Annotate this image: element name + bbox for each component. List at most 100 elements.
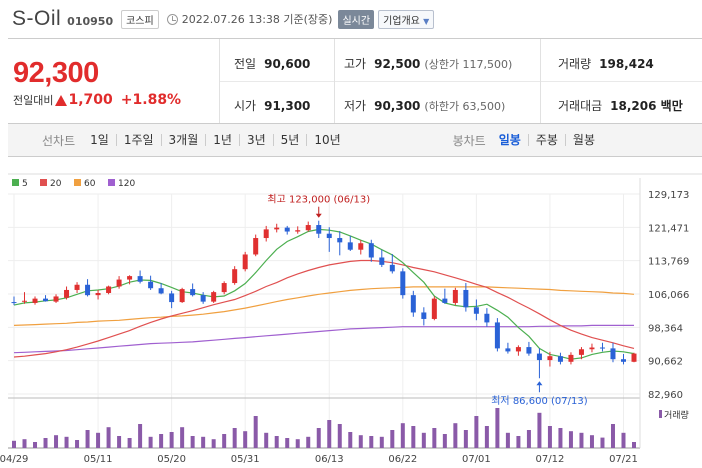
candle-body [494, 322, 500, 349]
current-price-box: 92,300 전일대비 1,700 +1.88% [8, 39, 220, 123]
volume-bar [600, 437, 605, 448]
open-value: 91,300 [264, 99, 311, 113]
candle-body [221, 283, 227, 293]
volume-bar [358, 435, 363, 448]
low-annotation: 최저 86,600 (07/13) [491, 395, 587, 407]
volume-bar [75, 440, 80, 448]
low-annotation-arrowhead [536, 381, 543, 386]
period-1y[interactable]: 1년 [205, 134, 239, 146]
candle-body [463, 289, 469, 308]
y-tick-label: 98,364 [648, 323, 683, 334]
up-triangle-icon [55, 94, 68, 106]
high-annotation: 최고 123,000 (06/13) [267, 194, 370, 206]
volume-bar [232, 428, 237, 448]
timestamp: 2022.07.26 13:38 기준(장중) [181, 13, 333, 26]
x-tick-label: 04/29 [0, 454, 28, 465]
volume-bar [96, 432, 101, 448]
legend-swatch [12, 179, 19, 186]
volume-bar [127, 438, 132, 448]
candle-body [232, 269, 238, 284]
candle-monthly[interactable]: 월봉 [564, 134, 602, 146]
period-5y[interactable]: 5년 [272, 134, 307, 146]
stock-chart[interactable]: 5 20 60 120 129,173 121,471 113,769 106,066 98,3… [0, 168, 702, 468]
volume-bar [547, 426, 552, 448]
clock-icon [166, 13, 178, 25]
candle-body [43, 298, 49, 302]
period-10y[interactable]: 10년 [306, 134, 347, 146]
candle-body [484, 313, 490, 323]
period-selector: 선차트 1일 1주일 3개월 1년 3년 5년 10년 봉차트 일봉 주봉 월봉 [8, 124, 702, 157]
x-tick-label: 06/13 [315, 454, 344, 465]
y-tick-label: 106,066 [648, 290, 689, 301]
period-1d[interactable]: 1일 [90, 133, 109, 147]
volume-bar [264, 432, 269, 448]
candle-weekly[interactable]: 주봉 [527, 134, 565, 146]
x-tick-label: 07/01 [462, 454, 491, 465]
x-tick-label: 07/21 [609, 454, 638, 465]
volume-legend-swatch [659, 410, 662, 418]
volume-bar [22, 439, 27, 448]
candle-body [95, 292, 101, 296]
legend-label: 60 [84, 179, 96, 189]
candle-body [190, 289, 196, 296]
volume-bar [138, 424, 143, 448]
candle-daily[interactable]: 일봉 [498, 133, 521, 147]
upper-limit: (상한가 117,500) [424, 58, 513, 71]
candle-body [410, 295, 416, 313]
volume-bar [169, 432, 174, 448]
candle-body [22, 300, 28, 302]
high-label: 고가 [344, 57, 367, 71]
candle-body [305, 225, 311, 231]
candle-body [106, 286, 112, 293]
volume-bar [159, 434, 164, 448]
candle-body [505, 348, 511, 352]
candle-body [274, 227, 280, 230]
candle-body [169, 293, 175, 303]
volume-bar [390, 430, 395, 448]
volume-bar [201, 436, 206, 448]
volume-bar [474, 416, 479, 448]
volume-bar [589, 435, 594, 448]
volume-bar [579, 432, 584, 448]
volume-bar [537, 412, 542, 448]
candle-body [536, 353, 542, 361]
low-label: 저가 [344, 99, 367, 113]
candle-body [620, 359, 626, 362]
volume-bar [484, 426, 489, 448]
legend-swatch [108, 179, 115, 186]
candle-body [11, 302, 17, 304]
realtime-button[interactable]: 실시간 [338, 9, 375, 29]
candle-body [442, 298, 448, 303]
volume-bar [106, 427, 111, 448]
candle-body [85, 284, 91, 296]
change-label: 전일대비 [13, 94, 54, 107]
candle-body [368, 243, 374, 258]
legend-swatch [40, 179, 47, 186]
ma-5-line [13, 228, 635, 360]
volume-bar [12, 440, 16, 448]
stock-code: 010950 [67, 14, 114, 28]
candle-body [400, 271, 406, 296]
y-tick-label: 113,769 [648, 257, 689, 268]
volume-bar [306, 436, 311, 448]
prev-close-label: 전일 [234, 57, 257, 71]
volume-bar [337, 424, 342, 448]
volume-bar [495, 408, 500, 448]
period-1w[interactable]: 1주일 [115, 134, 161, 146]
x-tick-label: 06/22 [388, 454, 417, 465]
volume-value: 198,424 [599, 57, 654, 71]
volume-bar [348, 432, 353, 448]
candle-body [599, 347, 605, 349]
summary-divider [334, 39, 335, 123]
volume-bar [33, 442, 38, 448]
volume-bar [274, 436, 279, 448]
candle-body [568, 354, 574, 362]
volume-bar [558, 428, 563, 448]
change-value: 1,700 [68, 92, 113, 108]
y-tick-label: 90,662 [648, 357, 683, 368]
candle-body [610, 348, 616, 360]
company-overview-dropdown[interactable]: 기업개요 ▼ [378, 9, 435, 29]
period-3y[interactable]: 3년 [238, 134, 273, 146]
period-3m[interactable]: 3개월 [160, 134, 206, 146]
candle-body [347, 242, 353, 250]
